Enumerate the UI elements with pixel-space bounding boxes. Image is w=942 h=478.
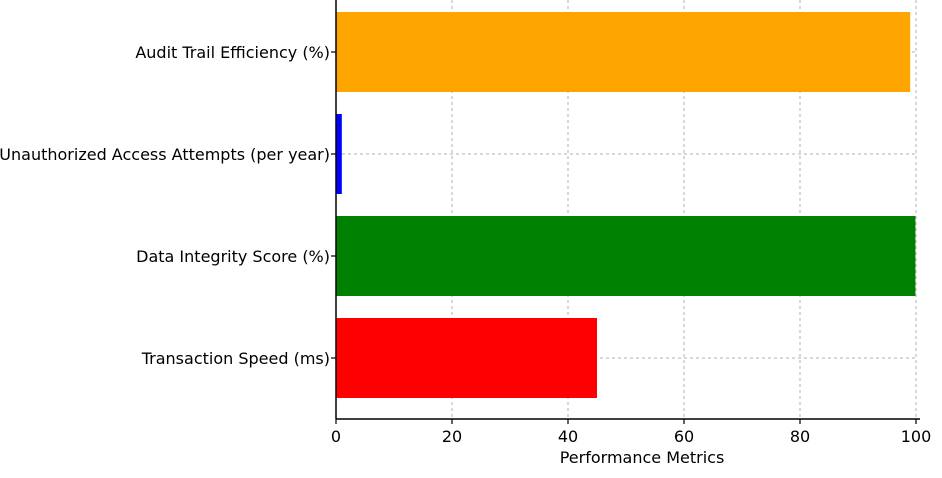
category-label: Audit Trail Efficiency (%) bbox=[135, 43, 330, 62]
category-label: Unauthorized Access Attempts (per year) bbox=[0, 145, 330, 164]
x-tick-label: 0 bbox=[331, 427, 341, 446]
axes bbox=[331, 0, 920, 424]
labels: 0 20 40 60 80 100 Transaction Speed (ms) Data I… bbox=[0, 43, 931, 446]
bar bbox=[336, 12, 911, 92]
bar bbox=[336, 216, 916, 296]
x-axis-title: Performance Metrics bbox=[560, 448, 725, 467]
bar bbox=[336, 318, 597, 398]
x-tick-label: 60 bbox=[674, 427, 694, 446]
x-tick-label: 40 bbox=[558, 427, 578, 446]
bars bbox=[336, 12, 916, 398]
x-tick-label: 20 bbox=[442, 427, 462, 446]
category-label: Transaction Speed (ms) bbox=[141, 349, 330, 368]
category-label: Data Integrity Score (%) bbox=[136, 247, 330, 266]
x-tick-label: 100 bbox=[901, 427, 932, 446]
x-tick-label: 80 bbox=[790, 427, 810, 446]
bar bbox=[336, 114, 342, 194]
